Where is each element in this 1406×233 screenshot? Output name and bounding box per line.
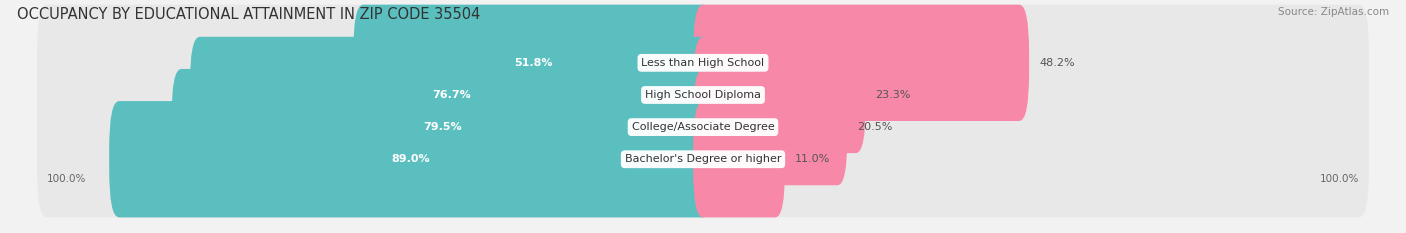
Text: 23.3%: 23.3% — [876, 90, 911, 100]
FancyBboxPatch shape — [110, 101, 713, 217]
Text: High School Diploma: High School Diploma — [645, 90, 761, 100]
Text: Less than High School: Less than High School — [641, 58, 765, 68]
Text: College/Associate Degree: College/Associate Degree — [631, 122, 775, 132]
Text: 11.0%: 11.0% — [794, 154, 830, 164]
FancyBboxPatch shape — [353, 5, 713, 121]
Text: 76.7%: 76.7% — [432, 90, 471, 100]
FancyBboxPatch shape — [37, 101, 1369, 217]
FancyBboxPatch shape — [37, 37, 1369, 153]
FancyBboxPatch shape — [693, 69, 848, 185]
Text: 100.0%: 100.0% — [46, 174, 86, 184]
Text: 79.5%: 79.5% — [423, 122, 461, 132]
Text: 48.2%: 48.2% — [1039, 58, 1074, 68]
FancyBboxPatch shape — [190, 37, 713, 153]
FancyBboxPatch shape — [37, 69, 1369, 185]
FancyBboxPatch shape — [172, 69, 713, 185]
FancyBboxPatch shape — [693, 37, 866, 153]
Text: Source: ZipAtlas.com: Source: ZipAtlas.com — [1278, 7, 1389, 17]
Text: Bachelor's Degree or higher: Bachelor's Degree or higher — [624, 154, 782, 164]
Text: 51.8%: 51.8% — [513, 58, 553, 68]
FancyBboxPatch shape — [37, 5, 1369, 121]
Text: 100.0%: 100.0% — [1320, 174, 1360, 184]
FancyBboxPatch shape — [693, 5, 1029, 121]
Text: 20.5%: 20.5% — [858, 122, 893, 132]
Text: 89.0%: 89.0% — [392, 154, 430, 164]
Text: OCCUPANCY BY EDUCATIONAL ATTAINMENT IN ZIP CODE 35504: OCCUPANCY BY EDUCATIONAL ATTAINMENT IN Z… — [17, 7, 481, 22]
FancyBboxPatch shape — [693, 101, 785, 217]
